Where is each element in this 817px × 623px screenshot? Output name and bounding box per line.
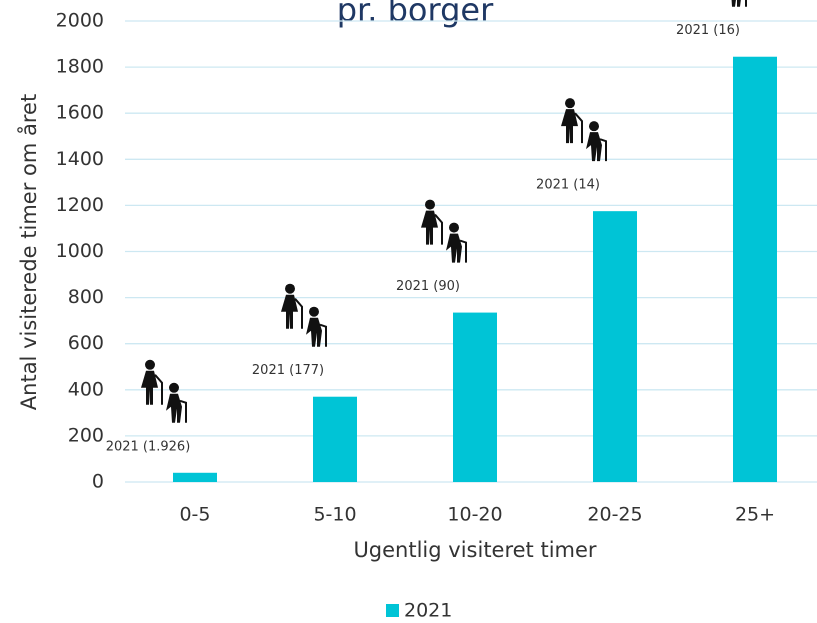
y-tick-label: 1000 — [56, 240, 104, 262]
y-tick-label: 1800 — [56, 56, 104, 78]
legend-label: 2021 — [404, 600, 452, 622]
y-tick-label: 200 — [68, 424, 104, 446]
y-tick-label: 1600 — [56, 102, 104, 124]
y-tick-label: 1400 — [56, 148, 104, 170]
people-icon — [420, 198, 467, 264]
bar — [173, 472, 217, 482]
people-icon — [700, 0, 747, 8]
y-tick-label: 600 — [68, 332, 104, 354]
x-tick-label: 25+ — [735, 504, 775, 526]
x-tick-label: 0-5 — [179, 504, 210, 526]
y-tick-label: 0 — [92, 471, 104, 493]
annotation: 2021 (90) — [396, 279, 460, 294]
annotation: 2021 (1.926) — [106, 439, 191, 454]
y-tick-label: 400 — [68, 378, 104, 400]
legend-swatch — [386, 604, 399, 617]
people-icon — [560, 97, 607, 163]
bar — [313, 396, 357, 482]
bar — [453, 312, 497, 482]
annotation: 2021 (14) — [536, 178, 600, 193]
x-tick-label: 20-25 — [587, 504, 642, 526]
bar — [593, 211, 637, 482]
bar — [733, 56, 777, 482]
chart-title: pr. borger — [337, 0, 494, 29]
x-axis-label: Ugentlig visiteret timer — [353, 538, 596, 562]
annotation: 2021 (177) — [252, 363, 324, 378]
y-axis-label: Antal visiterede timer om året — [16, 94, 41, 410]
annotation: 2021 (16) — [676, 23, 740, 38]
x-tick-label: 10-20 — [447, 504, 502, 526]
x-tick-label: 5-10 — [313, 504, 356, 526]
people-icon — [140, 358, 187, 424]
y-tick-label: 2000 — [56, 10, 104, 32]
people-icon — [280, 282, 327, 348]
y-tick-label: 1200 — [56, 194, 104, 216]
y-tick-label: 800 — [68, 286, 104, 308]
